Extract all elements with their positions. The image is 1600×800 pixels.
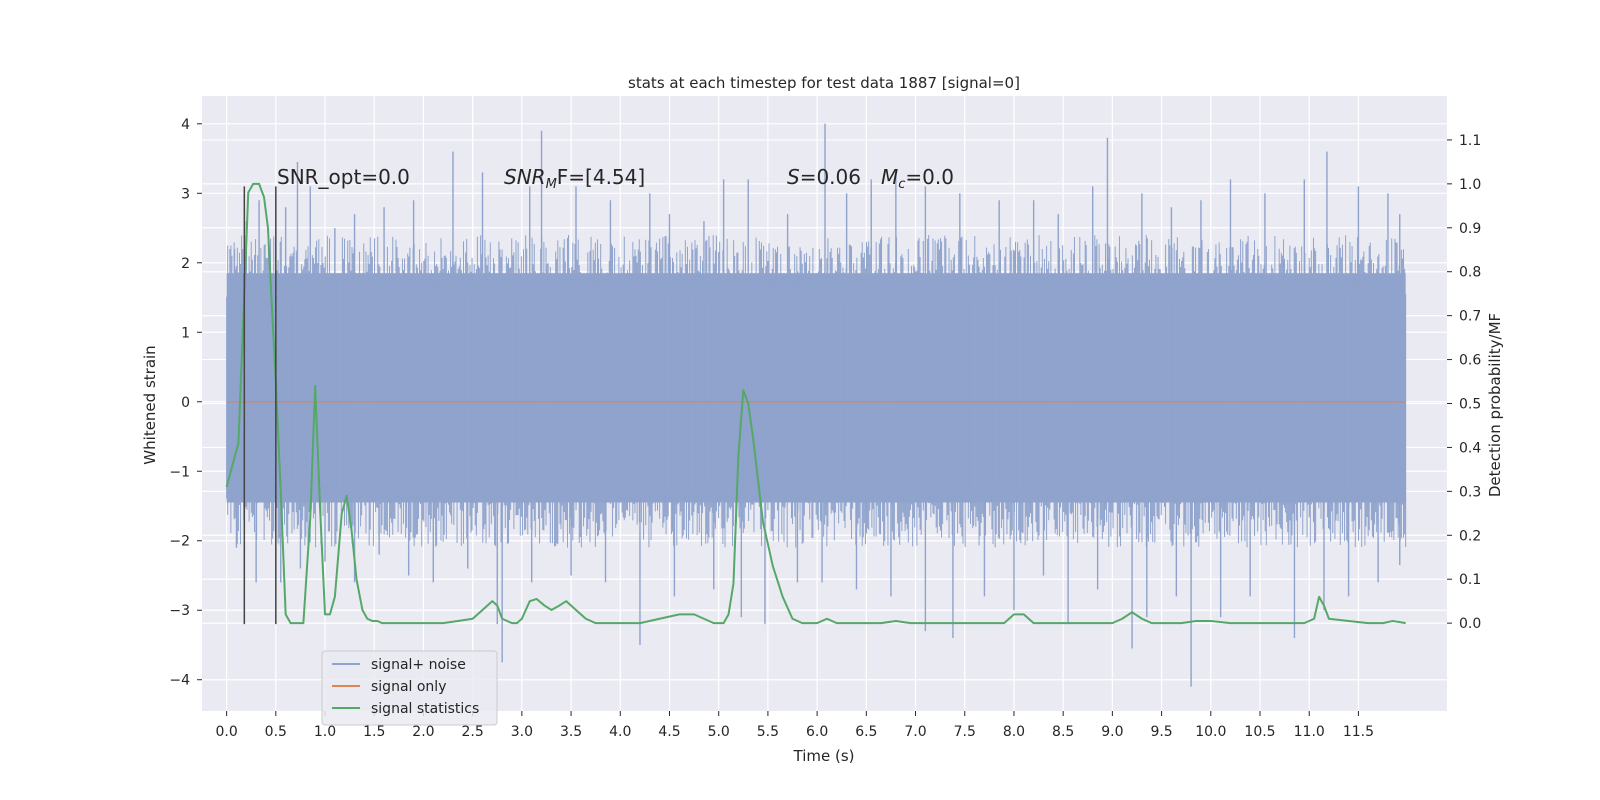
x-tick-label: 11.5 <box>1343 724 1374 740</box>
s-value: =0.06 <box>800 165 861 189</box>
y-axis-label: Whitened strain <box>141 345 159 464</box>
y2-tick-label: 1.1 <box>1459 133 1481 149</box>
x-tick-label: 9.5 <box>1150 724 1172 740</box>
x-tick-label: 0.5 <box>265 724 287 740</box>
y2-tick-label: 0.2 <box>1459 528 1481 544</box>
x-tick-label: 3.0 <box>511 724 533 740</box>
x-tick-label: 3.5 <box>560 724 582 740</box>
mc-subscript: c <box>898 177 905 192</box>
y2-tick-label: 0.9 <box>1459 221 1481 237</box>
y-tick-label: −3 <box>169 603 190 619</box>
x-tick-label: 7.5 <box>954 724 976 740</box>
x-tick-label: 6.0 <box>806 724 828 740</box>
x-tick-label: 5.0 <box>708 724 730 740</box>
y2-tick-label: 1.0 <box>1459 177 1481 193</box>
y-tick-label: −4 <box>169 673 190 689</box>
y2-tick-label: 0.1 <box>1459 572 1481 588</box>
y-tick-label: 0 <box>181 395 190 411</box>
x-tick-label: 4.5 <box>658 724 680 740</box>
x-tick-label: 8.5 <box>1052 724 1074 740</box>
y2-ticks: 0.0 0.1 0.2 0.3 0.4 0.5 0.6 0.7 0.8 0.9 1.0 1.1 <box>1447 133 1481 632</box>
x-tick-label: 1.0 <box>314 724 336 740</box>
statistics-line <box>225 182 1406 625</box>
x-tick-label: 10.0 <box>1195 724 1226 740</box>
x-tick-label: 6.5 <box>855 724 877 740</box>
x-tick-label: 5.5 <box>757 724 779 740</box>
x-tick-label: 2.0 <box>412 724 434 740</box>
snr-mf-subscript: M <box>546 177 557 192</box>
y-tick-label: 3 <box>181 186 190 202</box>
legend-label-noise: signal+ noise <box>371 657 466 673</box>
mc-value: =0.0 <box>905 165 954 189</box>
y-tick-label: 1 <box>181 325 190 341</box>
s-symbol: S <box>787 165 800 189</box>
annotation-mc: Mc=0.0 <box>881 165 954 192</box>
x-tick-label: 10.5 <box>1244 724 1275 740</box>
mc-symbol: M <box>881 165 898 189</box>
noise-jitter <box>226 234 1407 548</box>
x-tick-label: 7.0 <box>904 724 926 740</box>
x-tick-label: 9.0 <box>1101 724 1123 740</box>
legend: signal+ noise signal only signal statist… <box>321 650 498 726</box>
x-tick-label: 11.0 <box>1294 724 1325 740</box>
noise-series <box>226 123 1407 687</box>
legend-box <box>321 650 498 726</box>
y2-tick-label: 0.7 <box>1459 309 1481 325</box>
annotation-s: S=0.06 <box>787 165 861 189</box>
y2-tick-label: 0.3 <box>1459 484 1481 500</box>
snr-mf-symbol: SNR <box>504 165 546 189</box>
y-tick-label: 2 <box>181 256 190 272</box>
x-tick-label: 4.0 <box>609 724 631 740</box>
y-ticks: −4 −3 −2 −1 0 1 2 3 4 <box>169 117 202 689</box>
legend-label-stats: signal statistics <box>371 701 479 717</box>
y-tick-label: −2 <box>169 534 190 550</box>
y2-axis-label: Detection probability/MF <box>1486 313 1504 497</box>
y-tick-label: −1 <box>169 464 190 480</box>
annotation-snr-mf: SNRMF=[4.54] <box>504 165 645 192</box>
y2-tick-label: 0.6 <box>1459 353 1481 369</box>
x-tick-label: 8.0 <box>1003 724 1025 740</box>
statistics-series <box>225 182 1406 625</box>
y2-tick-label: 0.4 <box>1459 440 1481 456</box>
y2-tick-label: 0.8 <box>1459 265 1481 281</box>
x-tick-label: 0.0 <box>215 724 237 740</box>
x-tick-label: 1.5 <box>363 724 385 740</box>
x-axis-label: Time (s) <box>793 747 855 765</box>
y2-tick-label: 0.0 <box>1459 616 1481 632</box>
vertical-markers <box>243 186 277 625</box>
chart-title: stats at each timestep for test data 188… <box>628 74 1020 92</box>
y2-tick-label: 0.5 <box>1459 397 1481 413</box>
snr-mf-value: F=[4.54] <box>557 165 645 189</box>
legend-label-signal: signal only <box>371 679 446 695</box>
annotation-snr-opt: SNR_opt=0.0 <box>277 165 410 189</box>
x-tick-label: 2.5 <box>462 724 484 740</box>
y-tick-label: 4 <box>181 117 190 133</box>
x-ticks: 0.0 0.5 1.0 1.5 2.0 2.5 3.0 3.5 4.0 4.5 5.0 5.5 6.0 6… <box>215 711 1374 740</box>
